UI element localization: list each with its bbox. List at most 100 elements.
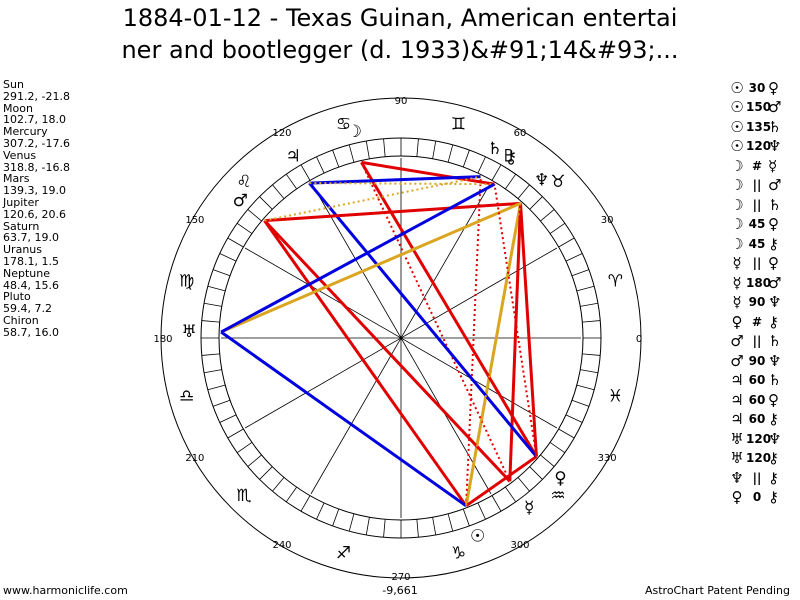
- position-name: Chiron: [3, 313, 39, 327]
- degree-tick: [447, 144, 454, 163]
- degree-tick: [447, 513, 454, 532]
- degree-tick: [201, 320, 220, 323]
- degree-tick: [201, 353, 220, 356]
- position-coords: 291.2, -21.8: [3, 89, 70, 103]
- aspect-row: ♅ 120 ⚷: [728, 449, 788, 469]
- aspect-type: 30: [748, 80, 766, 95]
- degree-tick: [540, 209, 555, 222]
- house-spoke: [244, 247, 558, 429]
- aspect-line: [308, 182, 538, 458]
- degree-tick: [491, 495, 502, 512]
- degree-label: 90: [395, 96, 408, 107]
- venus-icon: ♀: [768, 254, 779, 273]
- degree-tick: [259, 466, 273, 480]
- degree-tick: [580, 369, 599, 374]
- aspect-row: ♂ 90 ♆: [728, 351, 788, 371]
- degree-tick: [383, 138, 386, 157]
- aspect-type: 120: [746, 431, 772, 446]
- degree-label: 120: [272, 128, 291, 139]
- aspect-type: 60: [748, 412, 766, 427]
- chiron-icon: ⚷: [768, 410, 779, 429]
- position-name: Pluto: [3, 290, 31, 304]
- position-name: Venus: [3, 148, 37, 162]
- degree-tick: [348, 513, 355, 532]
- degree-tick: [571, 399, 590, 407]
- degree-tick: [219, 253, 237, 262]
- degree-tick: [259, 196, 273, 210]
- position-name: Moon: [3, 101, 33, 115]
- position-coords: 178.1, 1.5: [3, 254, 59, 268]
- scorpio-icon: ♏: [236, 486, 251, 506]
- mercury-icon: ☿: [768, 156, 778, 175]
- aspect-type: 135: [746, 119, 772, 134]
- degree-tick: [462, 149, 470, 168]
- aspect-line: [493, 184, 538, 457]
- degree-tick: [582, 320, 601, 323]
- moon-icon: ☽: [730, 176, 744, 195]
- neptune-icon: ♆: [768, 351, 782, 370]
- degree-label: 210: [185, 453, 204, 464]
- aspect-line: [309, 175, 481, 185]
- mercury-icon: ☿: [732, 254, 742, 273]
- aspect-row: ♂ || ♄: [728, 332, 788, 352]
- aspect-type: ||: [752, 197, 762, 212]
- degree-tick: [477, 156, 486, 174]
- degree-tick: [576, 384, 595, 391]
- aspect-row: ♃ 60 ⚷: [728, 410, 788, 430]
- degree-tick: [571, 269, 590, 277]
- chart-title-line-1: 1884-01-12 - Texas Guinan, American ente…: [122, 4, 678, 32]
- degree-label: 240: [272, 540, 291, 551]
- position-name: Sun: [3, 78, 24, 91]
- degree-tick: [212, 399, 231, 407]
- aspect-row: ♆ || ⚷: [728, 468, 788, 488]
- degree-label: 300: [510, 540, 529, 551]
- aspect-line: [309, 182, 495, 186]
- venus-icon: ♀: [768, 390, 779, 409]
- saturn-icon: ♄: [768, 371, 782, 390]
- chiron-icon: ⚷: [768, 312, 779, 331]
- aspect-type: 90: [748, 295, 766, 310]
- aspect-row: ☽ 45 ⚷: [728, 234, 788, 254]
- aspect-line: [519, 203, 538, 457]
- position-name: Saturn: [3, 219, 40, 233]
- saturn-icon: ♄: [487, 139, 502, 159]
- position-coords: 63.7, 19.0: [3, 231, 59, 245]
- aspect-list: ☉ 30 ♀ ☉ 150 ♂ ☉ 135 ♄ ☉ 120 ♆ ☽ # ☿ ☽ || ♂ ☽ || ♄ ☽ 45 ♀ ☽ 45 ⚷ ☿ |…: [728, 78, 788, 507]
- degree-tick: [227, 428, 244, 439]
- aspect-line: [361, 160, 495, 186]
- jupiter-icon: ♃: [285, 147, 300, 167]
- pisces-icon: ♓: [608, 386, 623, 406]
- sun-icon: ☉: [470, 527, 485, 547]
- degree-tick: [580, 302, 599, 307]
- position-name: Uranus: [3, 243, 42, 257]
- degree-tick: [565, 414, 583, 423]
- sun-icon: ☉: [730, 117, 744, 136]
- aquarius-icon: ♒: [550, 486, 565, 506]
- sun-icon: ☉: [730, 137, 744, 156]
- uranus-icon: ♅: [730, 429, 744, 448]
- mars-icon: ♂: [768, 176, 782, 195]
- degree-tick: [505, 173, 517, 190]
- aspect-type: ||: [752, 256, 762, 271]
- aspect-type: 120: [746, 139, 772, 154]
- pluto-icon: ♇: [501, 147, 516, 167]
- degree-tick: [491, 164, 502, 181]
- aspect-type: 0: [752, 490, 762, 505]
- outer-ring: [160, 97, 642, 579]
- saturn-icon: ♄: [768, 332, 782, 351]
- position-coords: 102.7, 18.0: [3, 113, 66, 127]
- jupiter-icon: ♃: [730, 390, 744, 409]
- mars-icon: ♂: [768, 98, 782, 117]
- position-coords: 318.8, -16.8: [3, 160, 70, 174]
- chiron-icon: ⚷: [768, 468, 779, 487]
- degree-tick: [247, 454, 262, 467]
- degree-tick: [332, 149, 340, 168]
- chiron-icon: ⚷: [768, 488, 779, 507]
- sun-icon: ☉: [730, 78, 744, 97]
- aspect-line: [220, 202, 522, 334]
- position-coords: 307.2, -17.6: [3, 136, 70, 150]
- jupiter-icon: ♃: [730, 410, 744, 429]
- degree-tick: [212, 269, 231, 277]
- planet-positions-list: Sun 291.2, -21.8 Moon 102.7, 18.0 Mercury 307…: [3, 79, 70, 339]
- aspect-type: ||: [752, 334, 762, 349]
